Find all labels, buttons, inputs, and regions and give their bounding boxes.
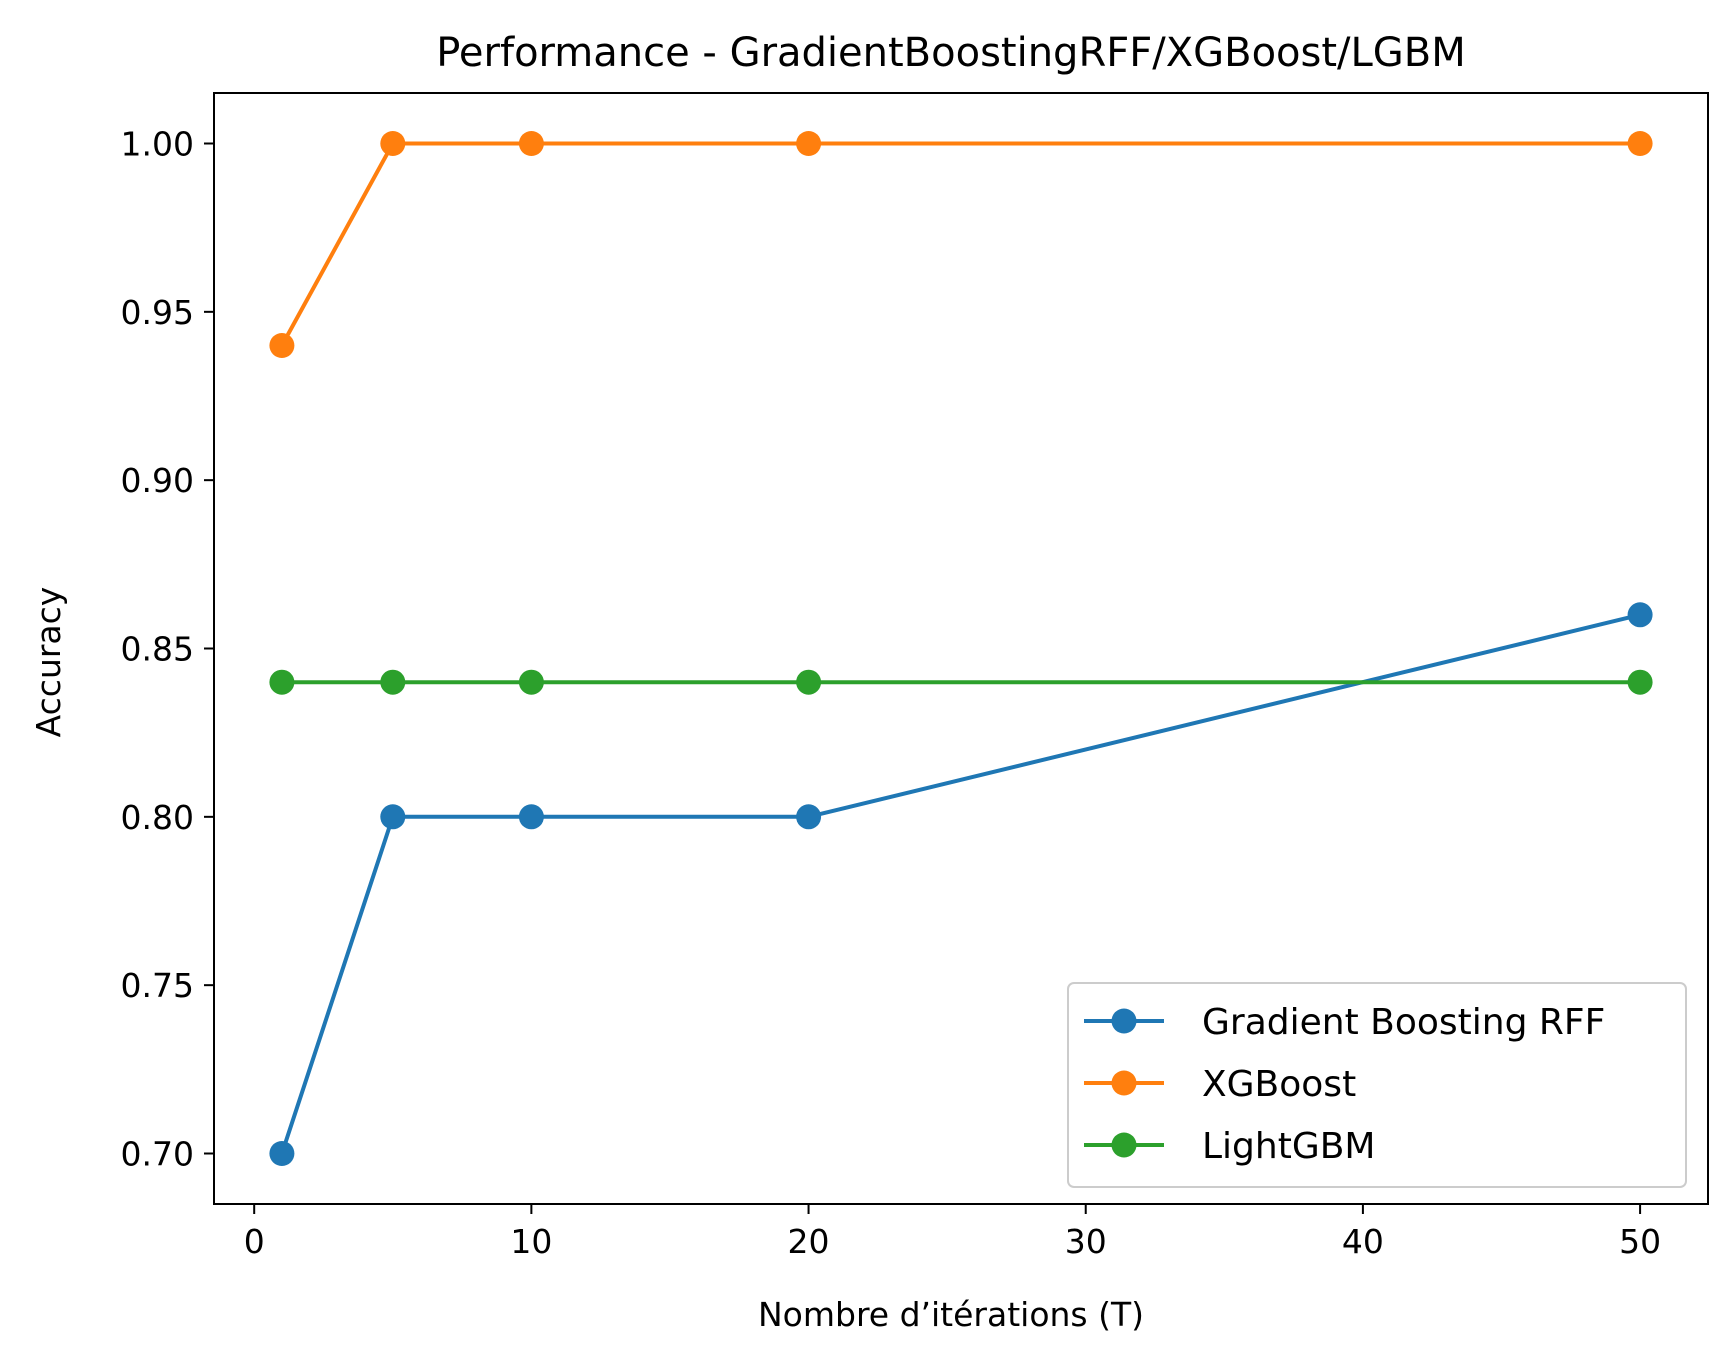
data-point <box>796 131 822 156</box>
data-point <box>380 669 406 695</box>
legend-label: XGBoost <box>1202 1064 1356 1105</box>
legend-label: LightGBM <box>1202 1126 1376 1167</box>
data-point <box>796 669 822 695</box>
data-point <box>1627 669 1653 695</box>
legend-marker <box>1111 1008 1137 1034</box>
y-axis-label: Accuracy <box>29 587 68 738</box>
legend-item: XGBoost <box>1084 1064 1356 1105</box>
data-point <box>269 669 295 695</box>
legend-marker <box>1111 1070 1137 1096</box>
x-tick-label: 50 <box>1619 1222 1661 1261</box>
x-tick-label: 0 <box>244 1222 265 1261</box>
y-tick-label: 0.90 <box>121 461 194 500</box>
legend-item: LightGBM <box>1084 1126 1376 1167</box>
y-tick-label: 1.00 <box>121 125 194 164</box>
data-point <box>1627 602 1653 628</box>
chart-title: Performance - GradientBoostingRFF/XGBoos… <box>436 30 1466 76</box>
legend-marker <box>1111 1132 1137 1158</box>
data-point <box>269 1141 295 1166</box>
legend-box <box>1067 982 1687 1188</box>
y-tick-label: 0.80 <box>121 798 194 837</box>
data-point <box>518 131 544 156</box>
x-tick-label: 10 <box>510 1222 552 1261</box>
legend-label: Gradient Boosting RFF <box>1202 1002 1605 1043</box>
y-tick-label: 0.95 <box>121 293 194 332</box>
series-1 <box>269 131 1653 358</box>
data-point <box>380 804 406 830</box>
legend-item: Gradient Boosting RFF <box>1084 1002 1605 1043</box>
series-2 <box>269 669 1653 695</box>
x-tick-label: 40 <box>1342 1222 1384 1261</box>
legend: Gradient Boosting RFF XGBoost LightGBM <box>1067 982 1687 1188</box>
x-axis-label: Nombre d’itérations (T) <box>758 1295 1144 1334</box>
data-point <box>1627 131 1653 156</box>
data-point <box>796 804 822 830</box>
x-tick-label: 30 <box>1065 1222 1107 1261</box>
y-tick-label: 0.75 <box>121 966 194 1005</box>
data-point <box>518 804 544 830</box>
series-0 <box>269 602 1653 1166</box>
y-tick-label: 0.70 <box>121 1135 194 1174</box>
data-point <box>518 669 544 695</box>
x-tick-label: 20 <box>788 1222 830 1261</box>
y-tick-label: 0.85 <box>121 630 194 669</box>
data-point <box>269 333 295 358</box>
data-point <box>380 131 406 156</box>
